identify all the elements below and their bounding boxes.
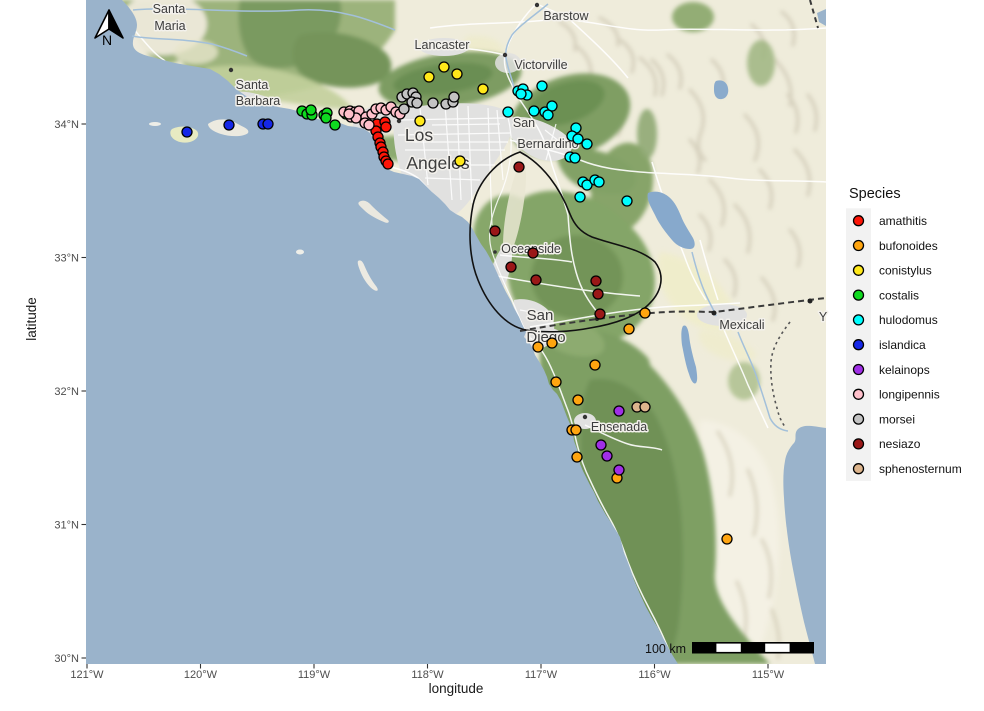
svg-text:31°N: 31°N bbox=[54, 520, 79, 532]
svg-text:119°W: 119°W bbox=[298, 669, 331, 681]
svg-text:118°W: 118°W bbox=[411, 669, 444, 681]
svg-text:116°W: 116°W bbox=[638, 669, 671, 681]
svg-text:Angeles: Angeles bbox=[406, 153, 469, 173]
svg-text:32°N: 32°N bbox=[54, 386, 79, 398]
svg-text:sphenosternum: sphenosternum bbox=[879, 462, 962, 476]
svg-text:117°W: 117°W bbox=[525, 669, 558, 681]
svg-text:amathitis: amathitis bbox=[879, 214, 927, 228]
svg-text:Barstow: Barstow bbox=[543, 9, 589, 23]
svg-text:Maria: Maria bbox=[154, 19, 185, 33]
svg-text:San: San bbox=[513, 116, 535, 130]
svg-text:Y: Y bbox=[819, 310, 828, 324]
svg-text:Victorville: Victorville bbox=[514, 58, 567, 72]
svg-text:nesiazo: nesiazo bbox=[879, 437, 921, 451]
svg-text:conistylus: conistylus bbox=[879, 264, 932, 278]
svg-text:Ensenada: Ensenada bbox=[591, 420, 647, 434]
svg-text:longitude: longitude bbox=[429, 681, 484, 696]
svg-text:San: San bbox=[527, 307, 554, 324]
svg-text:120°W: 120°W bbox=[184, 669, 218, 681]
svg-text:100 km: 100 km bbox=[645, 642, 686, 656]
svg-text:costalis: costalis bbox=[879, 288, 919, 302]
svg-text:Santa: Santa bbox=[153, 2, 186, 16]
svg-text:Species: Species bbox=[849, 186, 901, 202]
svg-text:30°N: 30°N bbox=[54, 653, 79, 665]
svg-text:Mexicali: Mexicali bbox=[719, 318, 764, 332]
svg-text:bufonoides: bufonoides bbox=[879, 239, 938, 253]
svg-text:hulodomus: hulodomus bbox=[879, 313, 938, 327]
svg-text:morsei: morsei bbox=[879, 412, 915, 426]
svg-text:Diego: Diego bbox=[526, 329, 565, 346]
svg-text:longipennis: longipennis bbox=[879, 388, 940, 402]
svg-text:Lancaster: Lancaster bbox=[415, 38, 470, 52]
svg-text:33°N: 33°N bbox=[54, 253, 79, 265]
svg-text:latitude: latitude bbox=[24, 297, 39, 341]
svg-text:34°N: 34°N bbox=[54, 119, 79, 131]
svg-text:Barbara: Barbara bbox=[236, 94, 281, 108]
svg-text:N: N bbox=[102, 32, 112, 48]
svg-text:115°W: 115°W bbox=[752, 669, 785, 681]
svg-text:kelainops: kelainops bbox=[879, 363, 930, 377]
svg-text:121°W: 121°W bbox=[70, 669, 104, 681]
svg-text:Los: Los bbox=[405, 125, 433, 145]
svg-text:Santa: Santa bbox=[236, 78, 269, 92]
svg-text:Bernardino: Bernardino bbox=[517, 137, 578, 151]
svg-text:islandica: islandica bbox=[879, 338, 926, 352]
